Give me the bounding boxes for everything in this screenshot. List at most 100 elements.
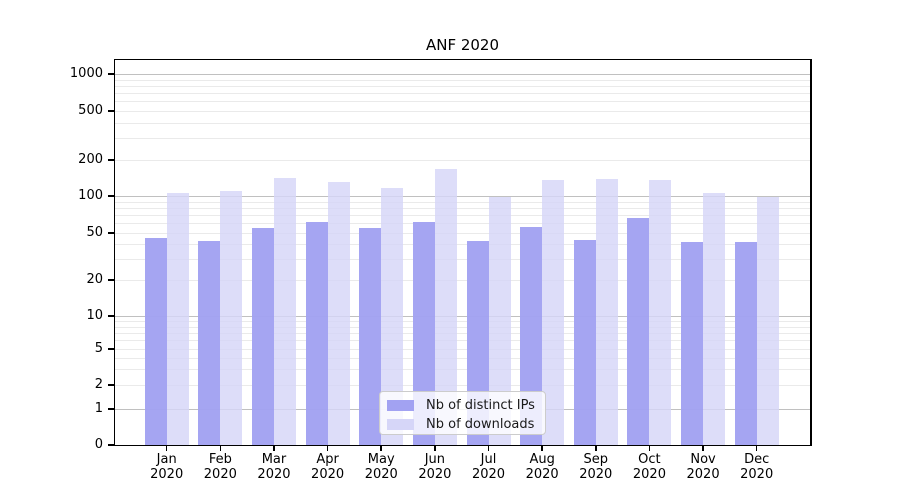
x-tick-label-month: Nov bbox=[690, 452, 716, 467]
y-tick-mark bbox=[108, 232, 115, 234]
bar-downloads-mar bbox=[273, 177, 296, 445]
x-tick-label-month: Apr bbox=[316, 452, 339, 467]
minor-gridline bbox=[115, 201, 810, 203]
legend-label-distinct-ips: Nb of distinct IPs bbox=[426, 397, 535, 413]
legend-item-distinct-ips: Nb of distinct IPs bbox=[387, 397, 545, 413]
minor-gridline bbox=[115, 357, 810, 359]
x-tick-label: Oct 2020 bbox=[614, 452, 684, 482]
y-tick-label: 2 bbox=[94, 377, 103, 392]
x-tick-label-month: Sep bbox=[583, 452, 609, 467]
x-tick-label-year: 2020 bbox=[740, 467, 774, 482]
x-tick-mark bbox=[326, 445, 329, 451]
bar-downloads-sep bbox=[595, 179, 618, 445]
chart-title: ANF 2020 bbox=[425, 36, 500, 54]
bar-distinct-ips-feb bbox=[198, 240, 221, 445]
x-tick-mark bbox=[487, 445, 490, 451]
bar-downloads-feb bbox=[220, 191, 243, 445]
x-tick-mark bbox=[595, 445, 597, 451]
x-tick-label-month: Jan bbox=[156, 452, 177, 467]
minor-gridline bbox=[115, 93, 810, 95]
plot-area bbox=[115, 60, 810, 445]
y-tick-mark bbox=[108, 195, 115, 197]
minor-gridline bbox=[115, 244, 810, 246]
y-tick-mark bbox=[108, 348, 115, 350]
x-tick-mark bbox=[273, 445, 275, 451]
minor-gridline bbox=[115, 160, 810, 161]
x-tick-label-month: Jun bbox=[424, 452, 446, 467]
y-tick-label: 200 bbox=[78, 152, 103, 167]
x-tick-label-year: 2020 bbox=[632, 467, 666, 482]
y-tick-mark bbox=[108, 315, 115, 317]
minor-gridline bbox=[115, 79, 810, 81]
x-tick-mark bbox=[219, 445, 222, 451]
axis-spine-bottom bbox=[113, 444, 812, 447]
legend: Nb of distinct IPs Nb of downloads bbox=[379, 391, 546, 435]
y-tick-mark bbox=[108, 384, 115, 386]
x-tick-label-year: 2020 bbox=[525, 467, 559, 482]
x-tick-mark bbox=[165, 445, 168, 451]
axis-spine-right bbox=[810, 58, 812, 446]
bar-distinct-ips-nov bbox=[681, 241, 704, 445]
x-tick-mark bbox=[702, 445, 704, 451]
minor-gridline bbox=[115, 332, 810, 334]
x-tick-label: Nov 2020 bbox=[668, 452, 738, 482]
x-tick-label-month: May bbox=[367, 452, 395, 467]
y-tick-label: 1000 bbox=[69, 66, 103, 81]
x-tick-label: Jan 2020 bbox=[132, 452, 202, 482]
bar-distinct-ips-oct bbox=[627, 218, 650, 445]
y-tick-mark bbox=[108, 159, 115, 161]
y-tick-label: 20 bbox=[86, 272, 103, 287]
minor-gridline bbox=[115, 122, 810, 124]
y-tick-mark bbox=[108, 279, 115, 281]
y-tick-label: 10 bbox=[86, 308, 103, 323]
minor-gridline bbox=[115, 369, 810, 371]
y-tick-mark bbox=[108, 444, 115, 446]
minor-gridline bbox=[115, 340, 810, 342]
bar-distinct-ips-sep bbox=[573, 239, 596, 445]
bar-downloads-jan bbox=[166, 193, 189, 445]
minor-gridline bbox=[115, 385, 810, 386]
bar-distinct-ips-apr bbox=[305, 222, 328, 445]
legend-item-downloads: Nb of downloads bbox=[387, 416, 545, 432]
minor-gridline bbox=[115, 207, 810, 209]
minor-gridline bbox=[115, 215, 810, 217]
bar-downloads-jun bbox=[434, 169, 457, 445]
minor-gridline bbox=[115, 111, 810, 112]
x-tick-label-year: 2020 bbox=[257, 467, 291, 482]
major-gridline bbox=[115, 196, 810, 197]
y-tick-label: 500 bbox=[78, 103, 103, 118]
x-tick-mark bbox=[434, 445, 436, 451]
bar-downloads-apr bbox=[327, 182, 350, 445]
x-tick-label: Aug 2020 bbox=[507, 452, 577, 482]
bar-downloads-dec bbox=[756, 196, 779, 445]
x-tick-label: Apr 2020 bbox=[293, 452, 363, 482]
x-tick-label-month: Jul bbox=[480, 452, 497, 467]
bar-distinct-ips-dec bbox=[734, 241, 757, 445]
x-tick-label: Feb 2020 bbox=[185, 452, 255, 482]
bar-downloads-may bbox=[381, 187, 404, 445]
minor-gridline bbox=[115, 85, 810, 87]
y-tick-mark bbox=[108, 408, 115, 410]
y-tick-label: 1 bbox=[94, 401, 103, 416]
minor-gridline bbox=[115, 233, 810, 234]
minor-gridline bbox=[115, 101, 810, 103]
minor-gridline bbox=[115, 321, 810, 323]
x-tick-label-month: Mar bbox=[261, 452, 287, 467]
legend-swatch-downloads bbox=[387, 418, 414, 430]
x-tick-label-year: 2020 bbox=[686, 467, 720, 482]
x-tick-label: Mar 2020 bbox=[239, 452, 309, 482]
x-tick-label-year: 2020 bbox=[150, 467, 184, 482]
x-tick-label-year: 2020 bbox=[471, 467, 506, 482]
x-tick-label: Jun 2020 bbox=[400, 452, 470, 482]
x-tick-mark bbox=[648, 445, 651, 451]
x-tick-label-month: Oct bbox=[638, 452, 661, 467]
x-tick-mark bbox=[541, 445, 543, 451]
minor-gridline bbox=[115, 259, 810, 261]
x-tick-label: May 2020 bbox=[346, 452, 416, 482]
x-tick-label-month: Feb bbox=[208, 452, 232, 467]
x-tick-label-year: 2020 bbox=[579, 467, 613, 482]
x-tick-label: Sep 2020 bbox=[561, 452, 631, 482]
x-tick-label-month: Aug bbox=[529, 452, 555, 467]
major-gridline bbox=[115, 74, 810, 75]
